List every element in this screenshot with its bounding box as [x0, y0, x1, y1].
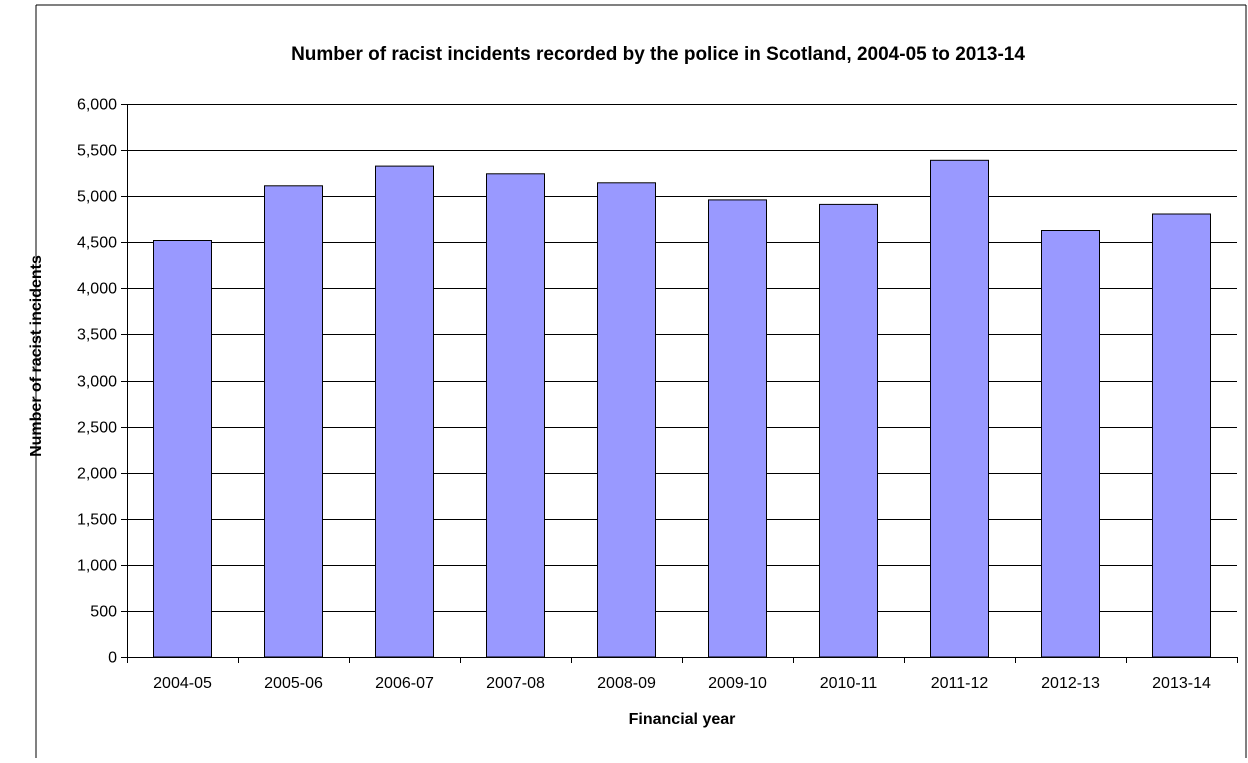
bar-2005-06 [264, 185, 323, 658]
bar-2007-08 [486, 173, 545, 658]
y-tick-label: 0 [108, 650, 117, 667]
bar-2006-07 [375, 165, 434, 658]
y-tick-label: 5,000 [77, 189, 117, 206]
chart-border [35, 4, 1247, 758]
x-tick-label: 2012-13 [1041, 675, 1100, 692]
x-tick-label: 2009-10 [708, 675, 767, 692]
x-tick-label: 2005-06 [264, 675, 323, 692]
x-tick-label: 2006-07 [375, 675, 434, 692]
y-tick-label: 4,500 [77, 235, 117, 252]
x-tick-label: 2010-11 [820, 675, 878, 692]
y-tick-label: 500 [90, 604, 117, 621]
x-tick-label: 2007-08 [486, 675, 545, 692]
x-tick-label: 2011-12 [931, 675, 989, 692]
bar-2004-05 [153, 240, 212, 658]
y-tick-label: 2,500 [77, 420, 117, 437]
y-tick-label: 3,500 [77, 327, 117, 344]
y-tick-label: 2,000 [77, 466, 117, 483]
y-tick-label: 5,500 [77, 143, 117, 160]
bar-2010-11 [819, 203, 878, 658]
x-tick-label: 2004-05 [153, 675, 212, 692]
bar-2013-14 [1152, 213, 1211, 658]
bar-2011-12 [930, 159, 989, 658]
y-tick-label: 1,500 [77, 512, 117, 529]
bar-2012-13 [1041, 230, 1100, 658]
bar-2009-10 [708, 199, 767, 658]
y-tick-label: 3,000 [77, 374, 117, 391]
plot-area: 0 500 1,000 1,500 2,000 2,500 3,000 3,500 4,000 4… [77, 97, 1238, 692]
bar-2008-09 [597, 182, 656, 658]
y-tick-label: 6,000 [77, 97, 117, 114]
x-axis-label: Financial year [629, 711, 736, 728]
x-tick-label: 2008-09 [597, 675, 656, 692]
x-tick-label: 2013-14 [1152, 675, 1211, 692]
y-tick-label: 4,000 [77, 281, 117, 298]
chart-title: Number of racist incidents recorded by t… [291, 44, 1025, 65]
y-tick-label: 1,000 [77, 558, 117, 575]
y-axis-label: Number of racist incidents [28, 255, 45, 457]
